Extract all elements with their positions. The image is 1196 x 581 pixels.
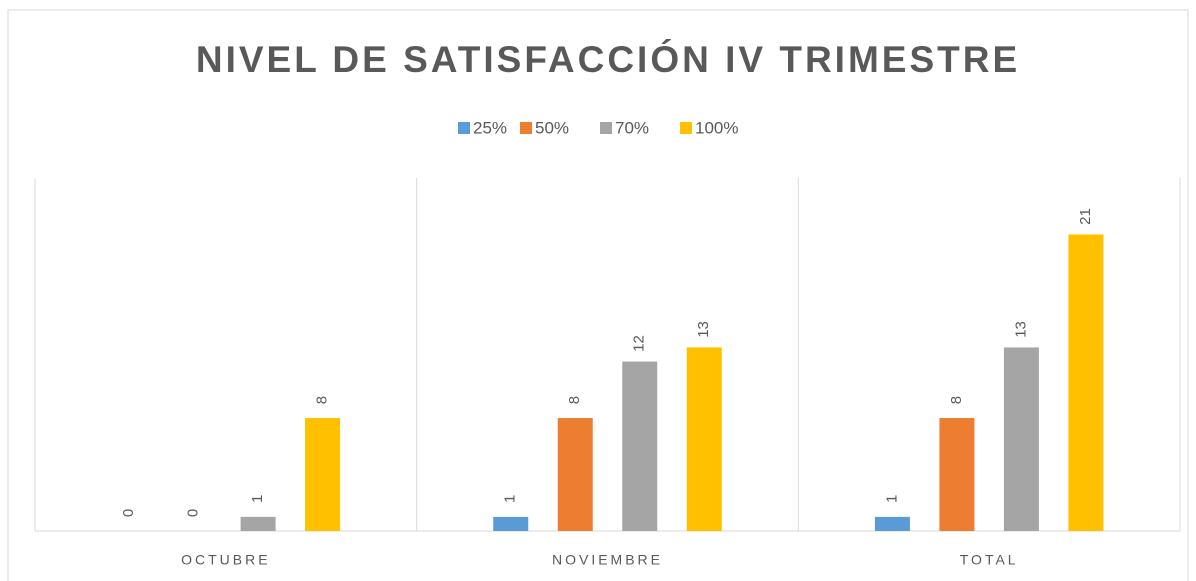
data-label: 8 <box>948 396 965 404</box>
bar <box>874 516 910 531</box>
data-label: 21 <box>1077 208 1094 225</box>
data-label: 1 <box>502 495 519 503</box>
chart-title: NIVEL DE SATISFACCIÓN IV TRIMESTRE <box>196 38 1020 80</box>
x-tick-label: OCTUBRE <box>181 552 270 568</box>
bar <box>622 361 658 531</box>
legend-label: 50% <box>535 118 569 137</box>
bar <box>686 347 722 531</box>
bar <box>240 516 276 531</box>
legend-label: 25% <box>473 118 507 137</box>
data-label: 1 <box>249 495 266 503</box>
data-label: 12 <box>631 335 648 352</box>
legend-swatch <box>458 122 470 134</box>
bar <box>1003 347 1039 531</box>
data-label: 0 <box>120 509 137 517</box>
data-label: 13 <box>1012 321 1029 338</box>
bar <box>493 516 529 531</box>
data-label: 13 <box>695 321 712 338</box>
x-tick-label: NOVIEMBRE <box>552 552 663 568</box>
bar <box>557 418 593 531</box>
legend-swatch <box>680 122 692 134</box>
data-label: 8 <box>314 396 331 404</box>
bar <box>939 418 975 531</box>
legend-swatch <box>600 122 612 134</box>
legend-label: 100% <box>695 118 738 137</box>
chart-frame <box>7 9 1189 581</box>
x-tick-label: TOTAL <box>960 552 1019 568</box>
bar <box>305 418 341 531</box>
data-label: 1 <box>883 495 900 503</box>
bar <box>1068 234 1104 532</box>
legend-swatch <box>520 122 532 134</box>
data-label: 0 <box>185 509 202 517</box>
data-label: 8 <box>566 396 583 404</box>
legend-label: 70% <box>615 118 649 137</box>
